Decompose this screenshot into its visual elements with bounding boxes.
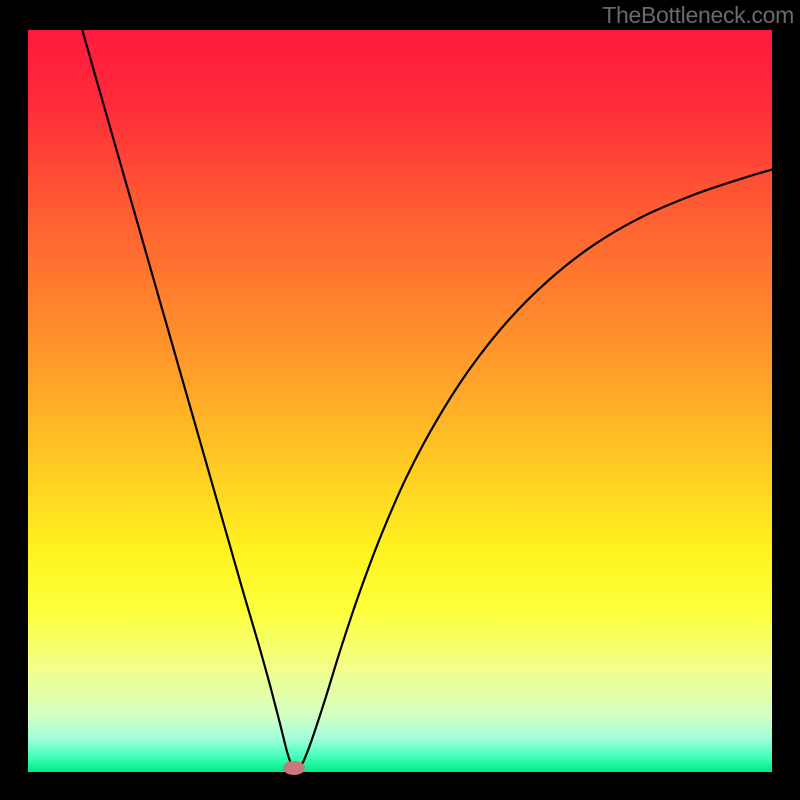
chart-container: TheBottleneck.com [0, 0, 800, 800]
plot-area [28, 30, 772, 772]
minimum-marker [283, 761, 305, 775]
bottleneck-curve [82, 30, 772, 770]
watermark-text: TheBottleneck.com [602, 2, 794, 29]
curve-layer [28, 30, 772, 772]
